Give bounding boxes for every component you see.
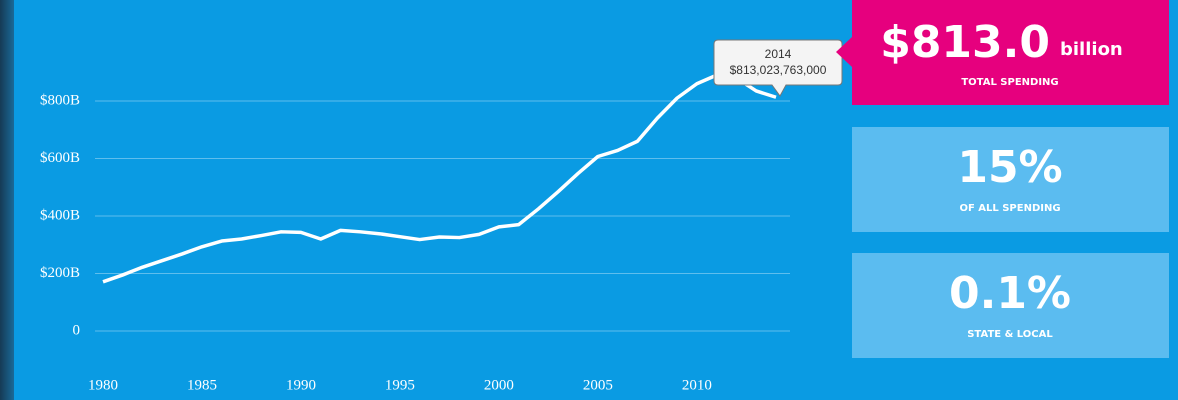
y-tick-label: $800B <box>40 92 80 108</box>
y-tick-label: $400B <box>40 207 80 223</box>
x-tick-label: 1980 <box>88 377 118 393</box>
card-value: 15% <box>957 142 1062 193</box>
card-bg <box>852 253 1169 358</box>
tooltip-year: 2014 <box>765 47 792 61</box>
card: 0.1% STATE & LOCAL <box>852 253 1169 358</box>
card-bg <box>852 0 1169 105</box>
tooltip: 2014 $813,023,763,000 <box>713 39 843 97</box>
edge <box>0 0 14 400</box>
y-tick-label: $200B <box>40 265 80 281</box>
card-pointer <box>836 37 852 67</box>
y-tick-label: 0 <box>73 322 81 338</box>
card-label: STATE & LOCAL <box>967 329 1053 340</box>
tooltip-box <box>713 39 843 97</box>
y-tick-label: $600B <box>40 150 80 166</box>
card: $813.0 billion TOTAL SPENDING <box>836 0 1169 105</box>
card: 15% OF ALL SPENDING <box>852 127 1169 232</box>
x-tick-label: 2010 <box>682 377 712 393</box>
plot: 0 $200B $400B $600B $800B 1980 1985 1990 1995 200… <box>40 73 790 393</box>
x-tick-label: 1985 <box>187 377 217 393</box>
x-tick-label: 1990 <box>286 377 316 393</box>
card-label: TOTAL SPENDING <box>961 77 1058 88</box>
card-unit: billion <box>1060 39 1123 60</box>
card-value: $813.0 <box>880 17 1050 68</box>
line <box>102 73 777 284</box>
card-bg <box>852 127 1169 232</box>
x-tick-label: 1995 <box>385 377 415 393</box>
x-tick-label: 2000 <box>484 377 514 393</box>
tooltip-value: $813,023,763,000 <box>730 63 827 77</box>
card-value: 0.1% <box>949 268 1071 319</box>
x-tick-label: 2005 <box>583 377 613 393</box>
card-label: OF ALL SPENDING <box>959 203 1060 214</box>
